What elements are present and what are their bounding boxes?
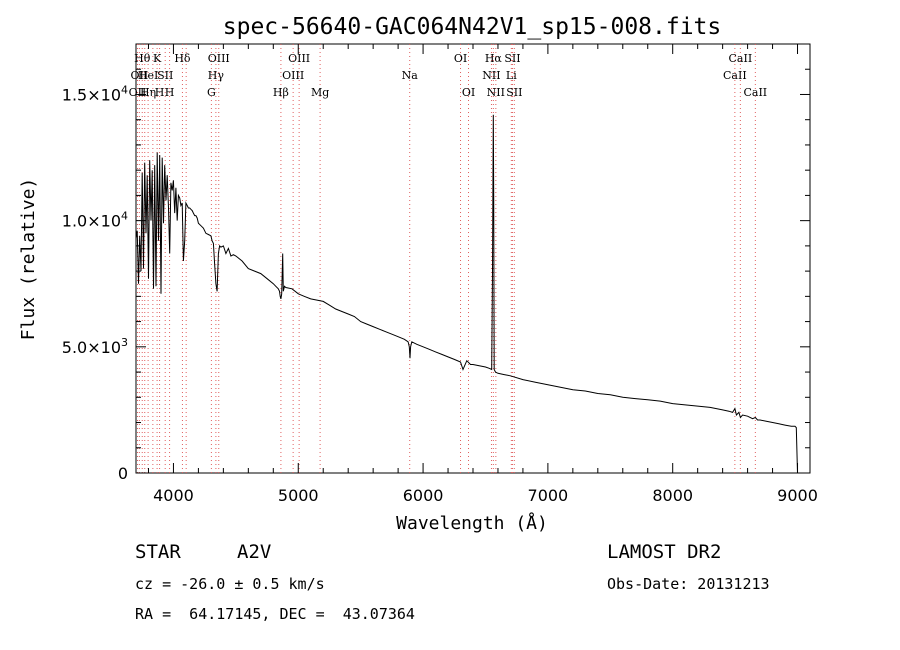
line-label-30: CaII — [743, 86, 767, 99]
line-label-4: HeI — [138, 69, 158, 82]
spectral-line-markers — [136, 44, 756, 473]
line-label-0: OII — [129, 86, 147, 99]
line-label-21: OI — [462, 86, 475, 99]
line-label-18: Mg — [311, 86, 329, 99]
line-label-17: OIII — [288, 52, 310, 65]
line-label-19: Na — [402, 69, 419, 82]
line-label-28: CaII — [723, 69, 747, 82]
line-label-13: Hγ — [208, 69, 225, 82]
line-label-27: SII — [506, 86, 522, 99]
obs-date: Obs-Date: 20131213 — [607, 575, 770, 593]
x-tick-label-5: 9000 — [777, 486, 818, 505]
line-label-6: K — [153, 52, 162, 65]
object-class: STAR — [135, 541, 181, 563]
x-tick-label-4: 8000 — [652, 486, 693, 505]
line-label-3: H — [140, 86, 150, 99]
line-label-22: NII — [482, 69, 500, 82]
plot-frame — [135, 43, 811, 474]
line-label-12: G — [207, 86, 216, 99]
x-tick-label-2: 6000 — [403, 486, 444, 505]
line-label-8: SII — [157, 69, 173, 82]
x-axis-ticks: 4000 5000 6000 7000 8000 9000 — [147, 44, 818, 505]
line-label-16: OIII — [282, 69, 304, 82]
spectrum-series — [135, 114, 798, 474]
y-tick-label-3: 1.5×104 — [62, 83, 128, 104]
line-label-26: SII — [504, 52, 520, 65]
x-axis-label: Wavelength (Å) — [396, 512, 548, 534]
y-tick-label-2: 1.0×104 — [62, 210, 128, 231]
line-label-15: Hβ — [273, 86, 289, 99]
y-axis-ticks: 0 5.0×103 1.0×104 1.5×104 — [62, 68, 810, 483]
object-subclass: A2V — [237, 541, 272, 563]
y-tick-label-0: 0 — [118, 464, 128, 483]
line-label-23: Hα — [485, 52, 503, 65]
x-tick-label-0: 4000 — [153, 486, 194, 505]
survey-name: LAMOST DR2 — [607, 541, 722, 563]
y-axis-label: Flux (relative) — [18, 178, 39, 341]
line-label-10: Hδ — [174, 52, 191, 65]
x-tick-label-1: 5000 — [278, 486, 319, 505]
line-label-29: CaII — [729, 52, 753, 65]
line-label-24: NII — [487, 86, 505, 99]
line-label-1: OII — [131, 69, 149, 82]
line-label-9: H — [165, 86, 175, 99]
line-label-20: OI — [454, 52, 467, 65]
line-label-7: H — [155, 86, 165, 99]
spectral-line-labels: OII OII Hθ H HeI η K H SII H Hδ G Hγ OIII Hβ OIII OIII Mg… — [129, 52, 768, 99]
coordinates: RA = 64.17145, DEC = 43.07364 — [135, 605, 415, 623]
redshift-info: cz = -26.0 ± 0.5 km/s — [135, 575, 325, 593]
x-tick-label-3: 7000 — [528, 486, 569, 505]
chart-title: spec-56640-GAC064N42V1_sp15-008.fits — [223, 14, 722, 40]
line-label-25: Li — [506, 69, 517, 82]
line-label-2: Hθ — [134, 52, 151, 65]
line-label-14: OIII — [208, 52, 230, 65]
y-tick-label-1: 5.0×103 — [62, 336, 128, 357]
line-label-5: η — [150, 86, 157, 99]
